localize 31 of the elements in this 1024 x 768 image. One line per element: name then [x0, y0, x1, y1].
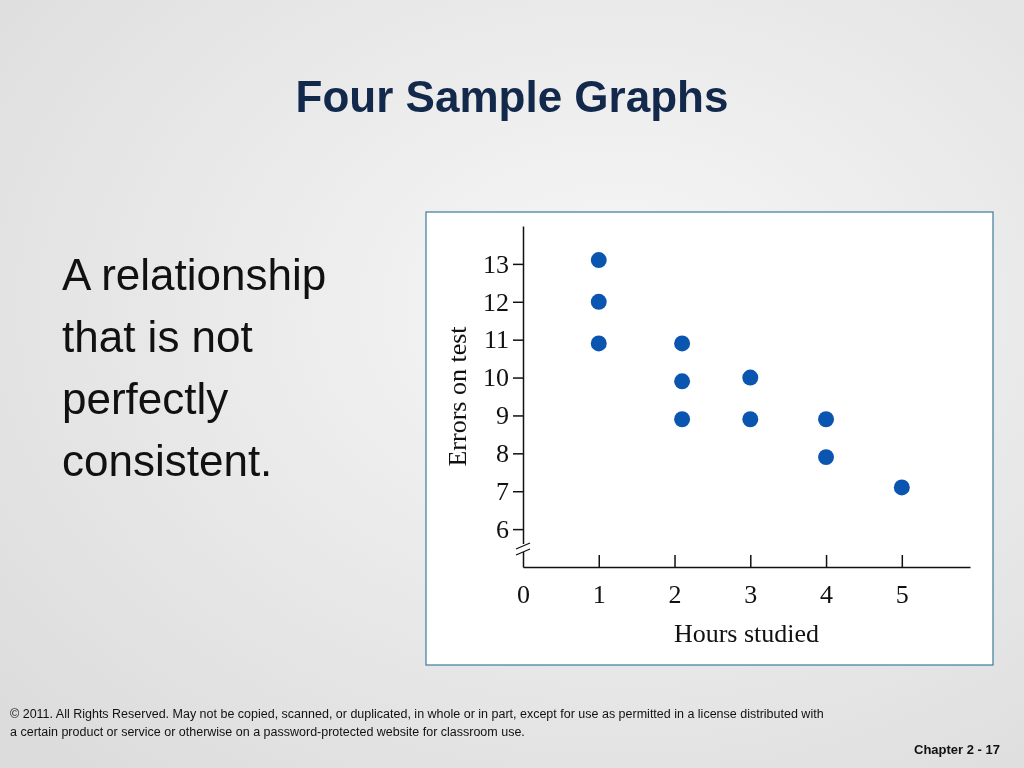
x-tick-label: 1	[592, 580, 606, 610]
text: Chapter 2 - 17	[914, 742, 1000, 757]
point	[590, 293, 607, 310]
x-tick-label: 4	[820, 580, 834, 610]
y-tick-label: 13	[483, 249, 509, 279]
x-tick-label: 2	[668, 580, 682, 610]
y-tick-label: 12	[483, 287, 509, 317]
point	[742, 369, 759, 386]
point	[674, 335, 691, 352]
point	[674, 411, 691, 428]
point	[893, 479, 910, 496]
y-tick-label: 10	[483, 363, 509, 393]
point	[818, 411, 835, 428]
point	[590, 335, 607, 352]
chart-title: Four Sample Graphs	[295, 72, 729, 121]
y-tick-label: 6	[496, 514, 509, 544]
point	[742, 411, 759, 428]
x-tick-label: 5	[895, 580, 909, 610]
y-tick-label: 9	[496, 401, 509, 431]
y-axis-title: Errors on test	[443, 325, 472, 467]
x-tick-label: 3	[744, 580, 758, 610]
y-tick-label: 8	[496, 439, 509, 469]
y-tick-label: 11	[483, 325, 509, 355]
point	[818, 449, 835, 466]
text: A relationship that is not perfectly consistent.	[62, 250, 327, 485]
y-tick-label: 7	[496, 477, 509, 507]
x-tick-label: 0	[517, 580, 530, 610]
x-axis-title: Hours studied	[673, 619, 820, 648]
point	[590, 252, 607, 269]
text: © 2011. All Rights Reserved. May not be copied, scanned, or duplicated, in whole or in part, except for use as permitted in a license distributed with a certain product or service or otherwise on a password-protected website for classroom use.	[10, 707, 824, 739]
point	[674, 373, 691, 390]
